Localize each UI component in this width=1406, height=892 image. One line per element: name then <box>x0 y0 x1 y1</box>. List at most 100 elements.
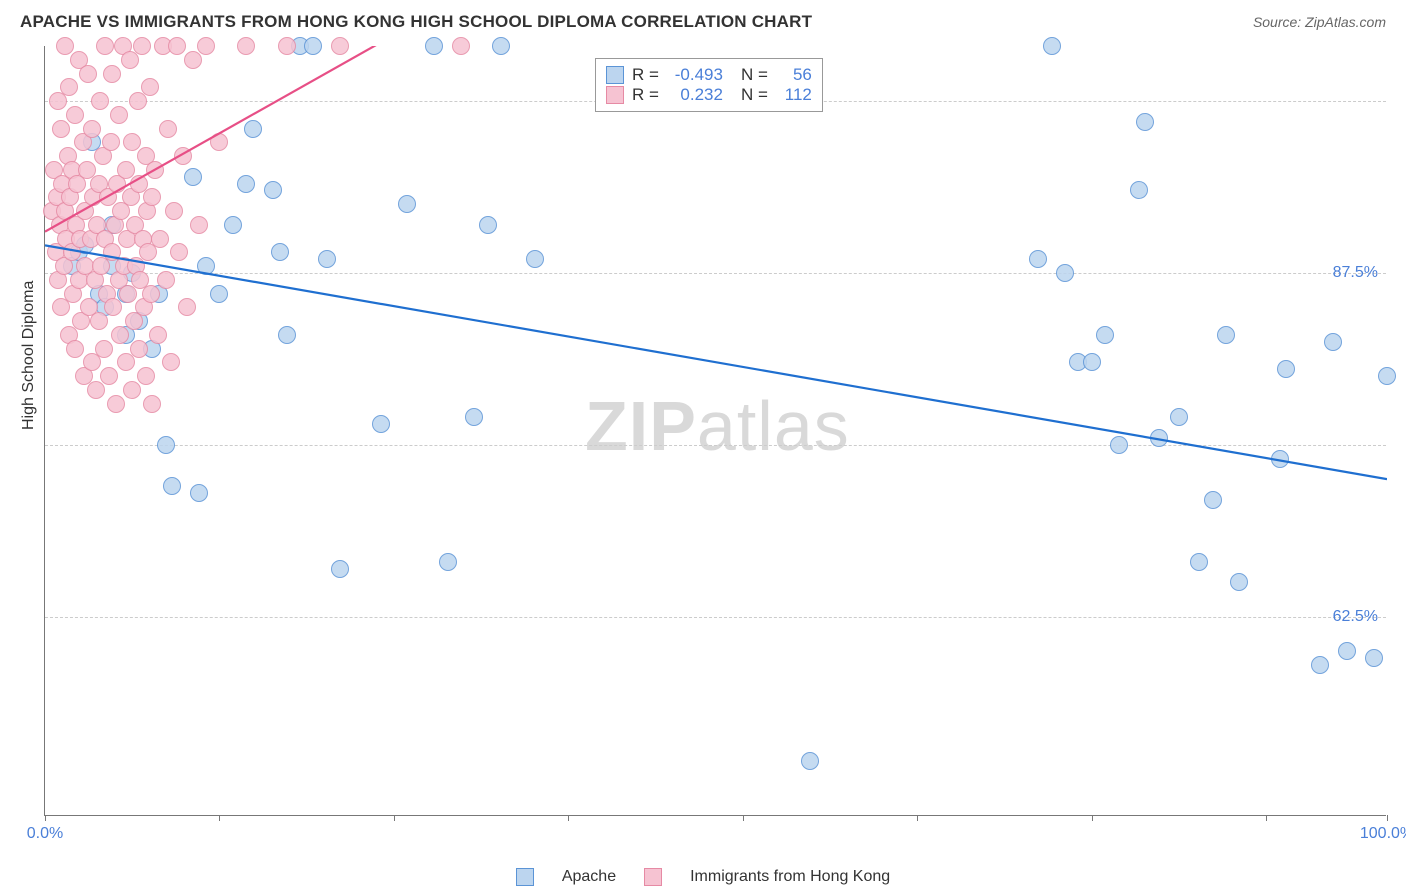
scatter-point <box>95 340 113 358</box>
scatter-point <box>146 161 164 179</box>
scatter-point <box>137 367 155 385</box>
scatter-point <box>117 353 135 371</box>
watermark: ZIPatlas <box>585 386 850 466</box>
x-tick-mark <box>743 815 744 821</box>
scatter-point <box>1190 553 1208 571</box>
x-tick-mark <box>568 815 569 821</box>
scatter-point <box>271 243 289 261</box>
scatter-point <box>479 216 497 234</box>
scatter-point <box>244 120 262 138</box>
scatter-point <box>1029 250 1047 268</box>
watermark-bold: ZIP <box>585 387 697 465</box>
scatter-point <box>1130 181 1148 199</box>
scatter-point <box>1271 450 1289 468</box>
stats-n-label: N = <box>741 85 768 105</box>
scatter-point <box>100 367 118 385</box>
scatter-point <box>190 484 208 502</box>
stats-swatch <box>606 86 624 104</box>
scatter-point <box>1324 333 1342 351</box>
scatter-point <box>197 257 215 275</box>
scatter-point <box>264 181 282 199</box>
scatter-point <box>331 560 349 578</box>
scatter-point <box>52 120 70 138</box>
scatter-point <box>104 298 122 316</box>
x-tick-mark <box>45 815 46 821</box>
stats-r-label: R = <box>632 65 659 85</box>
scatter-point <box>142 285 160 303</box>
scatter-point <box>1110 436 1128 454</box>
scatter-point <box>1378 367 1396 385</box>
scatter-point <box>278 326 296 344</box>
x-tick-mark <box>1092 815 1093 821</box>
gridline <box>45 445 1386 446</box>
scatter-point <box>237 175 255 193</box>
scatter-point <box>130 340 148 358</box>
scatter-point <box>163 477 181 495</box>
scatter-point <box>143 188 161 206</box>
x-tick-mark <box>394 815 395 821</box>
plot-area: ZIPatlas 62.5%87.5%0.0%100.0%R =-0.493N … <box>44 46 1386 816</box>
scatter-point <box>162 353 180 371</box>
scatter-point <box>123 381 141 399</box>
scatter-point <box>91 92 109 110</box>
trend-lines <box>45 46 1387 816</box>
scatter-point <box>318 250 336 268</box>
scatter-point <box>304 37 322 55</box>
stats-r-value: -0.493 <box>667 65 723 85</box>
scatter-point <box>492 37 510 55</box>
scatter-point <box>83 120 101 138</box>
scatter-point <box>159 120 177 138</box>
scatter-point <box>168 37 186 55</box>
scatter-point <box>66 106 84 124</box>
scatter-point <box>110 106 128 124</box>
scatter-point <box>60 78 78 96</box>
x-tick-mark <box>1266 815 1267 821</box>
scatter-point <box>79 65 97 83</box>
scatter-point <box>1230 573 1248 591</box>
y-tick-label: 62.5% <box>1333 608 1378 626</box>
scatter-point <box>165 202 183 220</box>
y-tick-label: 87.5% <box>1333 264 1378 282</box>
y-axis-label: High School Diploma <box>20 281 38 430</box>
scatter-point <box>184 51 202 69</box>
scatter-point <box>90 312 108 330</box>
scatter-point <box>465 408 483 426</box>
scatter-point <box>331 37 349 55</box>
scatter-point <box>1311 656 1329 674</box>
scatter-point <box>103 65 121 83</box>
scatter-point <box>151 230 169 248</box>
scatter-point <box>111 326 129 344</box>
scatter-point <box>1365 649 1383 667</box>
legend-label-hongkong: Immigrants from Hong Kong <box>690 868 890 886</box>
gridline <box>45 617 1386 618</box>
scatter-point <box>149 326 167 344</box>
x-tick-mark <box>219 815 220 821</box>
scatter-point <box>170 243 188 261</box>
scatter-point <box>141 78 159 96</box>
scatter-point <box>439 553 457 571</box>
legend-label-apache: Apache <box>562 868 616 886</box>
scatter-point <box>1150 429 1168 447</box>
legend-swatch-hongkong <box>644 868 662 886</box>
scatter-point <box>184 168 202 186</box>
legend-swatch-apache <box>516 868 534 886</box>
scatter-point <box>96 37 114 55</box>
scatter-point <box>398 195 416 213</box>
stats-n-value: 112 <box>776 85 812 105</box>
scatter-point <box>133 37 151 55</box>
scatter-point <box>210 133 228 151</box>
scatter-point <box>143 395 161 413</box>
scatter-point <box>372 415 390 433</box>
scatter-point <box>174 147 192 165</box>
gridline <box>45 273 1386 274</box>
stats-row: R =0.232N =112 <box>606 85 812 105</box>
stats-r-label: R = <box>632 85 659 105</box>
scatter-point <box>1096 326 1114 344</box>
scatter-point <box>1136 113 1154 131</box>
scatter-point <box>197 37 215 55</box>
scatter-point <box>526 250 544 268</box>
scatter-point <box>425 37 443 55</box>
stats-box: R =-0.493N =56R =0.232N =112 <box>595 58 823 112</box>
stats-n-label: N = <box>741 65 768 85</box>
scatter-point <box>1277 360 1295 378</box>
